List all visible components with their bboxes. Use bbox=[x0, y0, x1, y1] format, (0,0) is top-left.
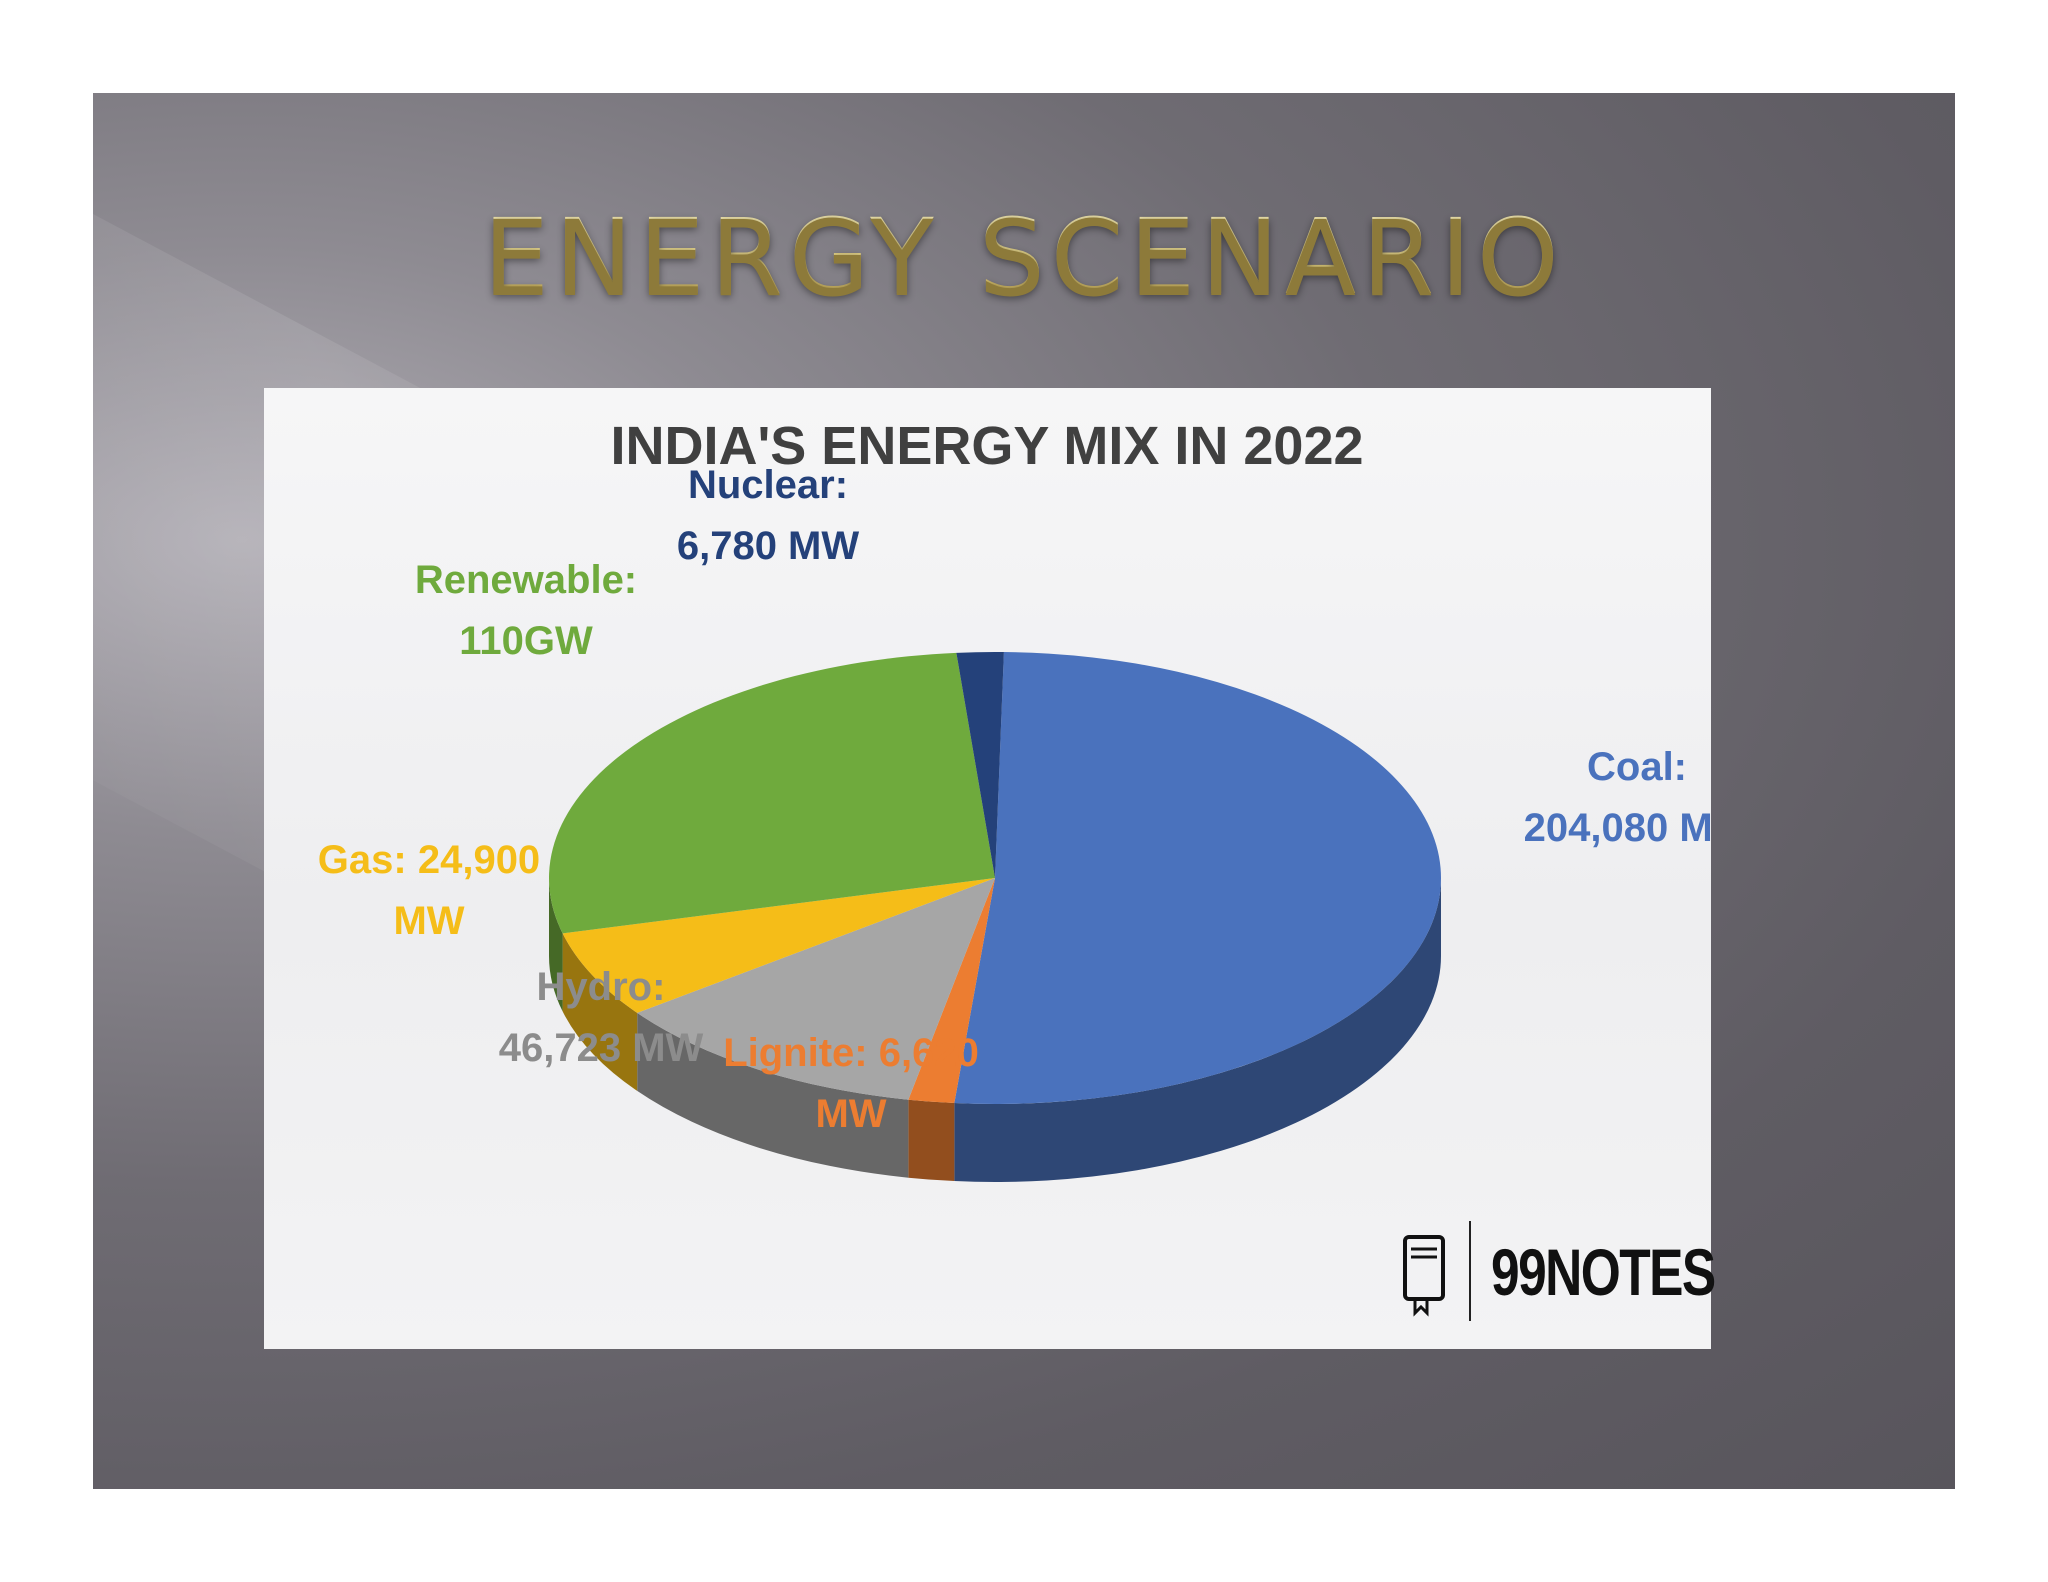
pie-side-lignite bbox=[908, 1099, 955, 1182]
chart-panel: INDIA'S ENERGY MIX IN 2022 Coal: 204,080 … bbox=[264, 388, 1751, 1349]
pie-slice-renewable bbox=[549, 652, 995, 934]
logo-separator bbox=[1469, 1221, 1471, 1321]
pie-side-gas bbox=[562, 933, 638, 1091]
label-renewable-line-2: 110GW bbox=[459, 619, 593, 663]
label-coal-line-2: 204,080 MW bbox=[1524, 806, 1711, 850]
label-renewable-line-1: Renewable: bbox=[415, 558, 637, 602]
label-lignite-line-1: Lignite: 6,620 bbox=[723, 1031, 979, 1075]
label-gas-line-2: MW bbox=[393, 899, 464, 943]
pie-slice-coal bbox=[954, 652, 1442, 1104]
label-lignite-line-2: MW bbox=[815, 1092, 886, 1136]
pie-slice-lignite bbox=[908, 878, 995, 1104]
logo: 99NOTES bbox=[1393, 1221, 1716, 1321]
pie-slice-hydro bbox=[637, 878, 995, 1100]
label-hydro-line-1: Hydro: bbox=[537, 965, 666, 1009]
pie-chart: INDIA'S ENERGY MIX IN 2022 Coal: 204,080 … bbox=[318, 416, 1751, 1182]
pie-side-hydro bbox=[637, 1012, 909, 1178]
label-nuclear-line-1: Nuclear: bbox=[688, 463, 848, 507]
label-gas-line-1: Gas: 24,900 bbox=[318, 838, 540, 882]
slide-title: ENERGY SCENARIO bbox=[93, 205, 1955, 309]
slide: ENERGY SCENARIO INDIA'S ENERGY MIX IN 20… bbox=[93, 93, 1955, 1489]
book-icon bbox=[1403, 1235, 1445, 1317]
pie-slice-nuclear bbox=[956, 652, 1004, 878]
label-nuclear-line-2: 6,780 MW bbox=[677, 524, 860, 568]
pie-side-renewable bbox=[549, 878, 563, 1012]
pie-slice-gas bbox=[562, 878, 995, 1013]
label-coal-line-1: Coal: bbox=[1587, 745, 1687, 789]
pie-side-coal bbox=[954, 878, 1441, 1182]
logo-text: 99NOTES bbox=[1491, 1235, 1716, 1309]
label-hydro-line-2: 46,723 MW bbox=[499, 1026, 704, 1070]
chart-title: INDIA'S ENERGY MIX IN 2022 bbox=[610, 416, 1363, 476]
